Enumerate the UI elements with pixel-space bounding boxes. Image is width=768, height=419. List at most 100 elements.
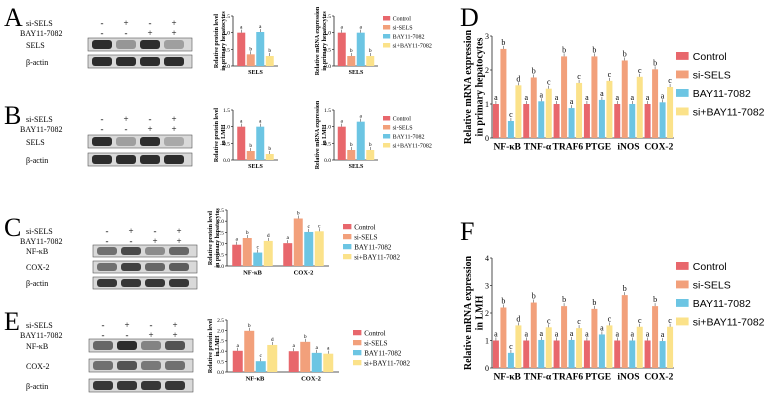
significance-letter: a <box>555 93 559 102</box>
blot-band-label: SELS <box>26 41 45 50</box>
blot-sign: + <box>171 28 176 38</box>
legend-label: si-SELS <box>364 339 387 347</box>
y-tick-label: 0 <box>485 134 489 143</box>
bar <box>314 231 324 266</box>
blot-panels: si-SELS - + - +BAY11-7082- - + +SELSβ-actinsi-S… <box>20 18 198 393</box>
blot-treatment-label: si-SELS <box>26 321 53 330</box>
significance-letter: c <box>509 110 513 119</box>
bar <box>246 54 255 66</box>
blot-band-label: NF-κB <box>26 247 48 256</box>
bar <box>583 104 590 138</box>
blot-band <box>164 155 184 164</box>
bar <box>515 85 522 138</box>
significance-letter: c <box>308 224 311 230</box>
blot-sign: - <box>130 236 133 246</box>
significance-letter: a <box>646 93 650 102</box>
significance-letter: c <box>638 316 642 325</box>
x-tick-label: SELS <box>248 164 263 170</box>
blot-sign: - <box>102 330 105 340</box>
blot-sign: - <box>106 236 109 246</box>
y-tick-label: 2.5 <box>217 318 224 324</box>
y-axis-label: Relative mRNA expressionin primary hepat… <box>463 29 486 144</box>
bar <box>538 339 545 368</box>
y-axis-label: Relative protein levelin primary hepatoc… <box>214 11 227 71</box>
significance-letter: b <box>501 297 505 306</box>
blot-treatment-label: si-SELS <box>26 115 53 124</box>
significance-letter: b <box>532 292 536 301</box>
x-tick-label: PTGE <box>585 143 611 153</box>
significance-letter: c <box>577 317 581 326</box>
bar <box>356 121 365 160</box>
y-axis-label: Relative mRNA expressionin primary hepat… <box>315 6 328 75</box>
legend-swatch <box>676 262 689 270</box>
legend-swatch <box>343 254 352 260</box>
blot-sign: - <box>149 18 152 28</box>
significance-letter: a <box>539 90 543 99</box>
blot-sign: + <box>123 114 128 124</box>
y-tick-label: 0.0 <box>324 158 331 164</box>
blot-treatment-label: BAY11-7082 <box>20 331 63 340</box>
significance-letter: a <box>341 25 344 31</box>
blot-sign: + <box>171 18 176 28</box>
blot-band-label: β-actin <box>26 156 48 165</box>
panel-label-d: D <box>460 3 479 32</box>
y-tick-label: 1.0 <box>217 349 224 355</box>
y-tick-label: 0.0 <box>223 64 230 70</box>
bar <box>304 231 314 266</box>
blot-sign: + <box>147 28 152 38</box>
blot-band <box>140 40 160 49</box>
y-tick-label: 2.0 <box>217 328 224 334</box>
blot-band <box>93 361 113 370</box>
blot-band <box>164 40 184 49</box>
significance-letter: a <box>615 93 619 102</box>
blot-band <box>92 155 112 164</box>
bar <box>267 344 278 372</box>
blot-sign: - <box>149 114 152 124</box>
blot-sign: - <box>101 18 104 28</box>
significance-letter: b <box>623 284 627 293</box>
blot-band <box>97 247 117 255</box>
legend-label: si-SELS <box>393 26 413 32</box>
significance-letter: a <box>524 93 528 102</box>
bar <box>265 154 274 160</box>
significance-letter: c <box>608 70 612 79</box>
bar <box>323 353 334 372</box>
significance-letter: a <box>341 119 344 125</box>
panel-label-c: C <box>4 213 21 242</box>
significance-letter: b <box>653 58 657 67</box>
legend-swatch <box>383 16 391 21</box>
legend-swatch <box>676 107 689 116</box>
y-axis-label: Relative protein levelin primary hepatoc… <box>208 208 221 268</box>
bar <box>606 325 613 368</box>
significance-letter: b <box>304 334 307 340</box>
y-tick-label: 2.5 <box>217 208 224 214</box>
bar <box>347 56 356 66</box>
legend-swatch <box>383 125 391 130</box>
blot-band <box>116 40 136 49</box>
bar <box>538 101 545 138</box>
y-tick-label: 1.5 <box>217 230 224 236</box>
significance-letter: b <box>562 295 566 304</box>
legend-swatch <box>676 280 689 289</box>
bar <box>237 32 246 66</box>
y-tick-label: 1.5 <box>223 14 230 20</box>
bar <box>614 340 621 368</box>
x-tick-label: NF-κB <box>493 143 521 153</box>
bar <box>568 108 575 138</box>
x-tick-label: SELS <box>349 164 364 170</box>
significance-letter: b <box>623 49 627 58</box>
significance-letter: a <box>237 343 240 349</box>
significance-letter: a <box>240 25 243 31</box>
y-tick-label: 3 <box>485 281 489 290</box>
legend-label: si-SELS <box>693 69 731 81</box>
bar <box>530 302 537 368</box>
significance-letter: a <box>360 114 363 120</box>
bar <box>629 104 636 138</box>
blot-band <box>117 381 137 390</box>
